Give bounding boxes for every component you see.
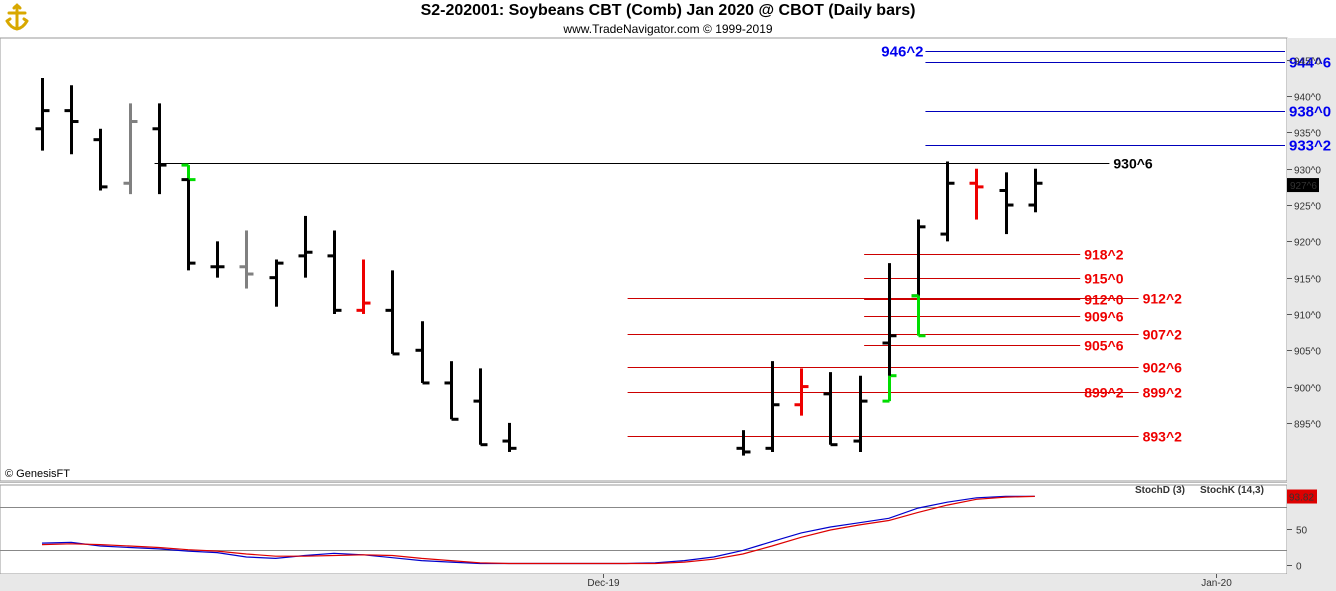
ohlc-bar-1 [64, 85, 79, 155]
ohlc-bar-28 [969, 168, 984, 220]
ohlc-bar-2 [93, 128, 108, 191]
stoch-last-box [1287, 489, 1317, 504]
y-tick-label-5: 920^0 [1294, 238, 1321, 249]
level-label-4: 930^6 [1113, 156, 1153, 172]
level-label-3: 933^2 [1289, 138, 1331, 155]
level-label-11: 905^6 [1084, 338, 1124, 354]
ohlc-bar-4 [152, 103, 167, 195]
ohlc-bar-10 [298, 215, 313, 278]
level-label-0: 946^2 [881, 44, 923, 61]
level-label-10: 907^2 [1143, 327, 1183, 343]
ohlc-bar-13 [385, 270, 400, 356]
ohlc-bar-18 [736, 430, 751, 456]
y-tick-label-0: 945^0 [1294, 57, 1321, 68]
ohlc-bar-14 [415, 321, 430, 385]
y-tick-label-8: 905^0 [1294, 347, 1321, 358]
ohlc-bar-6 [181, 178, 196, 271]
y-tick-label-1: 940^0 [1294, 93, 1321, 104]
ohlc-bar-16 [473, 368, 488, 447]
y-tick-label-10: 895^0 [1294, 420, 1321, 431]
ohlc-bar-29 [999, 172, 1014, 235]
level-label-12: 902^6 [1143, 360, 1183, 376]
ohlc-bar-22 [853, 375, 868, 452]
chart-subtitle: www.TradeNavigator.com © 1999-2019 [563, 22, 773, 36]
ohlc-bar-19 [765, 361, 780, 452]
last-price-label: 927^6 [1290, 181, 1317, 192]
ohlc-bar-24 [882, 263, 897, 376]
level-label-15: 893^2 [1143, 429, 1183, 445]
ohlc-bar-20 [794, 368, 809, 416]
ohlc-bar-0 [35, 77, 50, 151]
stoch-legend-0: StochD (3) [1135, 485, 1185, 496]
level-label-8: 912^0 [1084, 292, 1124, 308]
stoch-legend-1: StochK (14,3) [1200, 485, 1264, 496]
x-tick-label-1: Jan-20 [1201, 578, 1232, 589]
level-label-13: 899^2 [1143, 385, 1183, 401]
chart-header: S2-202001: Soybeans CBT (Comb) Jan 2020 … [0, 0, 1336, 38]
x-tick-label-0: Dec-19 [587, 578, 620, 589]
y-tick-label-4: 925^0 [1294, 202, 1321, 213]
ohlc-bar-8 [239, 230, 254, 289]
ohlc-bar-30 [1028, 168, 1043, 213]
stoch-last-label: 93.82 [1289, 493, 1314, 504]
y-tick-label-7: 910^0 [1294, 311, 1321, 322]
stoch-series-1 [41, 495, 1035, 565]
ohlc-bar-21 [823, 372, 838, 447]
ohlc-bar-27 [940, 161, 955, 242]
level-label-5: 918^2 [1084, 247, 1124, 263]
stoch-y-label-1: 0 [1296, 562, 1302, 573]
price-levels: 946^2 944^6 938^0 933^2 930^6 918^2 915^0 912^2… [154, 44, 1331, 445]
ohlc-bar-9 [269, 259, 284, 307]
stoch-plot-area [0, 484, 1288, 575]
right-axis-area [1287, 38, 1336, 574]
ohlc-bars [35, 77, 1043, 456]
y-tick-label-6: 915^0 [1294, 275, 1321, 286]
stoch-y-label-0: 50 [1296, 526, 1308, 537]
ohlc-bar-15 [444, 361, 459, 421]
level-label-14: 899^2 [1084, 385, 1124, 401]
chart-title: S2-202001: Soybeans CBT (Comb) Jan 2020 … [420, 2, 916, 19]
ohlc-bar-17 [502, 422, 517, 452]
time-axis: Dec-19 Jan-20 [587, 574, 1232, 589]
level-label-6: 915^0 [1084, 271, 1124, 287]
ohlc-bar-11 [327, 230, 342, 314]
genesis-logo-icon [5, 3, 29, 31]
y-tick-label-2: 935^0 [1294, 129, 1321, 140]
ohlc-bar-12 [356, 259, 371, 314]
chart-frame [0, 37, 1336, 591]
level-label-7: 912^2 [1143, 291, 1183, 307]
level-label-9: 909^6 [1084, 309, 1124, 325]
bottom-axis-area [0, 574, 1336, 591]
y-tick-label-3: 930^0 [1294, 166, 1321, 177]
level-label-1: 944^6 [1289, 55, 1331, 72]
y-tick-label-9: 900^0 [1294, 384, 1321, 395]
level-label-2: 938^0 [1289, 104, 1331, 121]
genesis-credit: © GenesisFT [5, 468, 70, 480]
stochastic-panel: 50 0 StochD (3) StochK (14,3) 93.82 [0, 485, 1317, 573]
last-price-box [1287, 178, 1319, 193]
ohlc-bar-7 [210, 241, 225, 278]
ohlc-bar-26 [911, 294, 926, 338]
price-axis[interactable]: 945^0 940^0 935^0 930^0 925^0 920^0 915^0 910^0… [1287, 57, 1321, 431]
ohlc-bar-3 [123, 103, 138, 195]
